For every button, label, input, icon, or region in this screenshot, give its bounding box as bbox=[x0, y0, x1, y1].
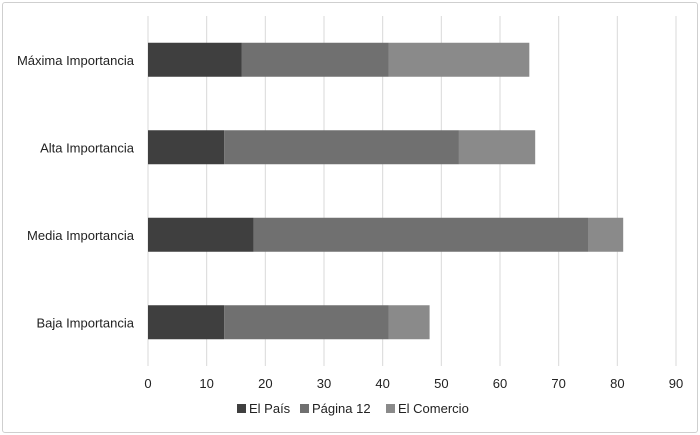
legend-swatch bbox=[386, 404, 395, 413]
category-label: Alta Importancia bbox=[40, 140, 135, 155]
bar-el-pa-s-3 bbox=[148, 305, 225, 340]
legend-label: El País bbox=[249, 401, 291, 416]
bar-el-pa-s-1 bbox=[148, 130, 225, 165]
bar-p-gina-12-1 bbox=[224, 130, 459, 165]
x-tick-label: 0 bbox=[144, 376, 151, 391]
category-label: Máxima Importancia bbox=[17, 53, 135, 68]
legend-swatch bbox=[300, 404, 309, 413]
category-label: Baja Importancia bbox=[36, 315, 134, 330]
x-tick-label: 40 bbox=[375, 376, 389, 391]
bar-p-gina-12-0 bbox=[241, 42, 389, 77]
x-tick-label: 50 bbox=[434, 376, 448, 391]
bar-el-comercio-1 bbox=[458, 130, 536, 165]
x-tick-label: 90 bbox=[669, 376, 683, 391]
x-tick-label: 80 bbox=[610, 376, 624, 391]
bar-el-pa-s-2 bbox=[148, 217, 254, 252]
bar-el-comercio-3 bbox=[388, 305, 430, 340]
category-label: Media Importancia bbox=[27, 228, 135, 243]
x-tick-label: 10 bbox=[199, 376, 213, 391]
bar-p-gina-12-2 bbox=[253, 217, 588, 252]
category-labels: Máxima Importancia Alta Importancia Media … bbox=[17, 53, 135, 331]
legend-label: El Comercio bbox=[398, 401, 469, 416]
bars bbox=[148, 42, 624, 340]
legend-label: Página 12 bbox=[312, 401, 371, 416]
x-tick-labels: 0 10 20 30 40 50 60 70 80 90 bbox=[144, 376, 683, 391]
bar-p-gina-12-3 bbox=[224, 305, 389, 340]
x-tick-label: 30 bbox=[317, 376, 331, 391]
x-tick-label: 70 bbox=[551, 376, 565, 391]
legend: El País Página 12 El Comercio bbox=[237, 401, 469, 416]
x-tick-label: 60 bbox=[493, 376, 507, 391]
x-tick-label: 20 bbox=[258, 376, 272, 391]
bar-el-pa-s-0 bbox=[148, 42, 242, 77]
bar-el-comercio-2 bbox=[588, 217, 624, 252]
bar-el-comercio-0 bbox=[388, 42, 530, 77]
legend-swatch bbox=[237, 404, 246, 413]
